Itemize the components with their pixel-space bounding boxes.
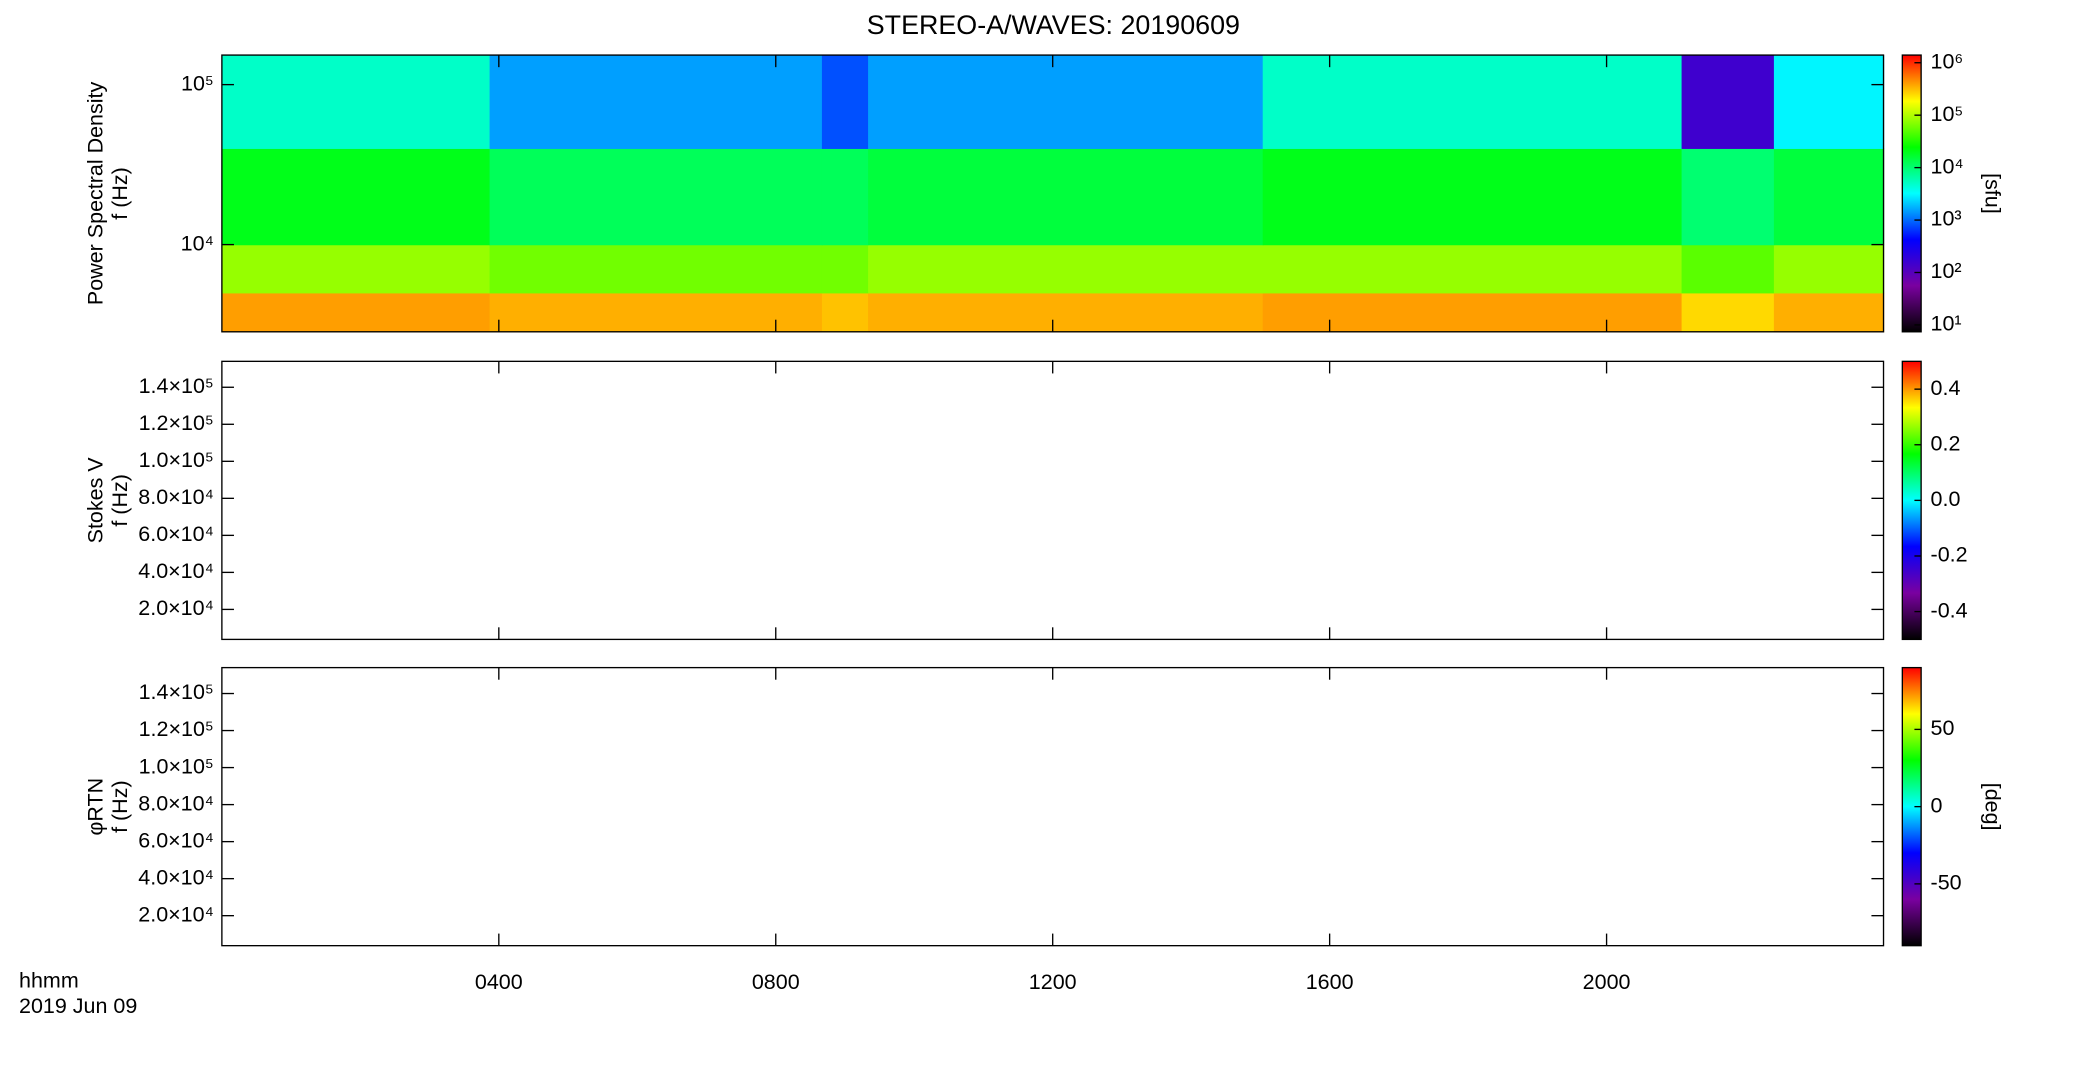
colorbar-tick-label: 10⁴ — [1931, 154, 1964, 178]
colorbar-tick-label: 10³ — [1931, 207, 1962, 231]
colorbar-tick-label: 10¹ — [1931, 312, 1962, 336]
colorbar — [1901, 54, 1922, 333]
y-tick-label: 1.2×10⁵ — [139, 411, 214, 435]
y-tick-label: 2.0×10⁴ — [138, 596, 214, 620]
heatmap-cell — [1773, 148, 1885, 246]
colorbar-label: [sfu] — [1980, 173, 2004, 214]
colorbar-tick-label: 10² — [1931, 259, 1962, 283]
y-tick-label: 1.4×10⁵ — [139, 374, 214, 398]
plot-frame — [221, 666, 1885, 947]
colorbar-tick-label: 10⁶ — [1931, 49, 1964, 73]
y-tick-label: 6.0×10⁴ — [138, 522, 214, 546]
heatmap-cell — [1262, 292, 1683, 333]
heatmap-cell — [1681, 292, 1775, 333]
y-tick-label: 1.0×10⁵ — [139, 754, 214, 778]
heatmap-cell — [1773, 244, 1885, 294]
x-tick-label: 1600 — [1306, 970, 1354, 994]
heatmap-cell — [221, 244, 491, 294]
y-tick-label: 8.0×10⁴ — [138, 791, 214, 815]
y-tick-label: 10⁴ — [181, 231, 214, 255]
colorbar-tick-label: 0 — [1931, 793, 1943, 817]
y-tick-label: 4.0×10⁴ — [138, 865, 214, 889]
colorbar-tick-label: -0.4 — [1931, 598, 1968, 622]
heatmap-cell — [1681, 148, 1775, 246]
heatmap-cell — [489, 244, 823, 294]
heatmap-cell — [489, 55, 823, 149]
heatmap-cell — [489, 148, 823, 246]
colorbar-tick-label: -50 — [1931, 871, 1962, 895]
heatmap-cell — [868, 148, 1264, 246]
y-tick-label: 1.0×10⁵ — [139, 448, 214, 472]
plot-frame — [221, 360, 1885, 641]
x-tick-label: 2000 — [1583, 970, 1631, 994]
y-tick-label: 6.0×10⁴ — [138, 828, 214, 852]
x-tick-label: 1200 — [1029, 970, 1077, 994]
heatmap-cell — [868, 292, 1264, 333]
colorbar-tick-label: 0.2 — [1931, 431, 1961, 455]
heatmap-cell — [821, 55, 869, 149]
x-tick-label: 0400 — [475, 970, 523, 994]
x-axis-label: 2019 Jun 09 — [19, 994, 137, 1018]
y-tick-label: 1.4×10⁵ — [139, 680, 214, 704]
heatmap-cell — [1262, 244, 1683, 294]
heatmap-cell — [821, 292, 869, 333]
heatmap-cell — [489, 292, 823, 333]
y-axis-label: Stokes V — [84, 457, 108, 544]
y-tick-label: 8.0×10⁴ — [138, 485, 214, 509]
x-tick-label: 0800 — [752, 970, 800, 994]
heatmap-cell — [1773, 55, 1885, 149]
y-tick-label: 4.0×10⁴ — [138, 559, 214, 583]
colorbar-tick-label: 0.0 — [1931, 487, 1961, 511]
heatmap-cell — [1773, 292, 1885, 333]
colorbar-tick-label: -0.2 — [1931, 543, 1968, 567]
y-axis-label: f (Hz) — [108, 167, 132, 220]
chart-title: STEREO-A/WAVES: 20190609 — [867, 10, 1240, 40]
colorbar-tick-label: 10⁵ — [1931, 102, 1964, 126]
colorbar-tick-label: 50 — [1931, 716, 1955, 740]
y-tick-label: 10⁵ — [181, 71, 214, 95]
heatmap-cell — [221, 148, 491, 246]
heatmap-cell — [821, 244, 869, 294]
heatmap-cell — [1681, 55, 1775, 149]
colorbar-label: [deg] — [1980, 783, 2004, 831]
colorbar-tick-label: 0.4 — [1931, 376, 1961, 400]
y-axis-label: f (Hz) — [108, 474, 132, 527]
heatmap-cell — [1262, 55, 1683, 149]
heatmap-cell — [1681, 244, 1775, 294]
y-axis-label: Power Spectral Density — [84, 82, 108, 306]
y-axis-label: φRTN — [84, 778, 108, 836]
heatmap-cell — [821, 148, 869, 246]
x-axis-label: hhmm — [19, 969, 79, 993]
heatmap-cell — [221, 55, 491, 149]
y-tick-label: 2.0×10⁴ — [138, 902, 214, 926]
heatmap-cell — [868, 55, 1264, 149]
y-tick-label: 1.2×10⁵ — [139, 717, 214, 741]
heatmap-cell — [868, 244, 1264, 294]
heatmap-cell — [1262, 148, 1683, 246]
y-axis-label: f (Hz) — [108, 780, 132, 833]
heatmap-cell — [221, 292, 491, 333]
